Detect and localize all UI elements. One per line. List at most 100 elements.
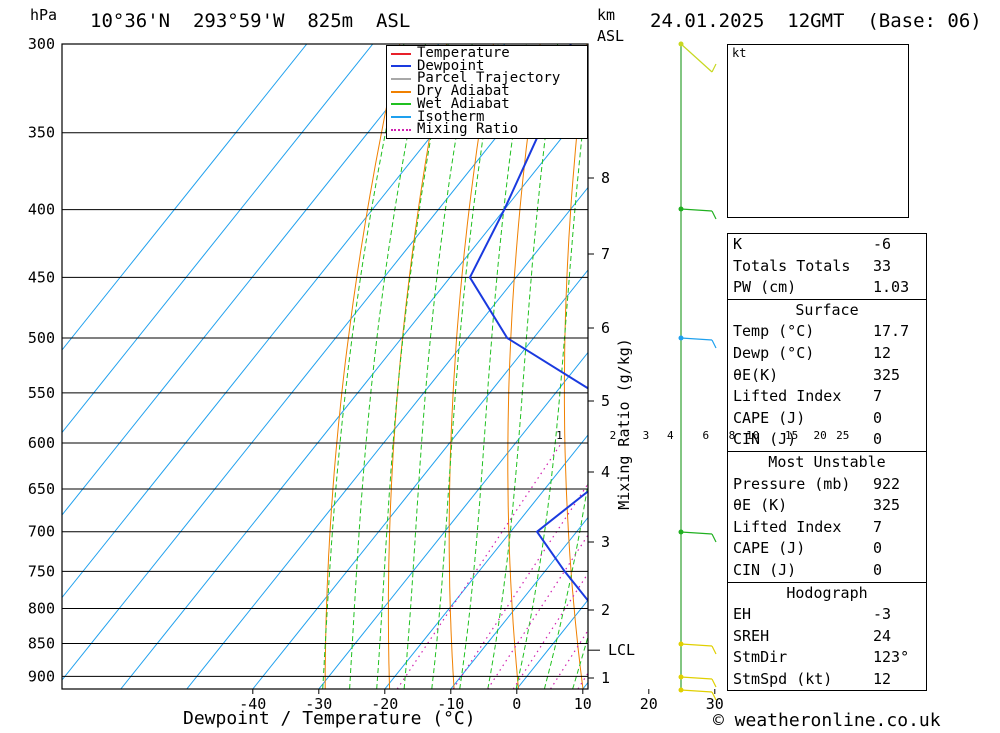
pressure-tick-label: 400 [28,201,55,219]
legend-label: Dewpoint [417,57,485,74]
legend-label: Parcel Trajectory [417,70,561,87]
mu-cin-value: 0 [873,560,883,579]
stmspd-label: StmSpd (kt) [733,669,833,688]
dry-adiabat-line [915,44,1000,689]
surface-dewp-value: 12 [873,343,892,362]
pressure-tick-label: 500 [28,329,55,347]
wet-adiabat-line [487,44,559,689]
pressure-tick-label: 300 [28,35,55,53]
surface-dewp-label: Dewp (°C) [733,343,815,362]
surface-cape-value: 0 [873,408,883,427]
mixing-ratio-line [396,442,562,689]
stmdir-label: StmDir [733,648,788,667]
wind-barb [680,337,713,341]
isotherm-line [62,44,506,599]
legend-label: Wet Adiabat [417,95,510,112]
mixing-ratio-label: 15 [785,429,798,442]
eh-label: EH [733,605,752,624]
pressure-tick-label: 450 [28,268,55,286]
surface-title: Surface [795,300,859,319]
mu-cin-label: CIN (J) [733,560,797,579]
surface-thetae-label: θE(K) [733,365,779,384]
legend-swatch [391,77,411,80]
pw-value: 1.03 [873,278,910,297]
mu-pressure-value: 922 [873,474,901,493]
pressure-tick-label: 550 [28,384,55,402]
legend-swatch [391,128,411,131]
km-tick-label: 3 [601,533,610,551]
isotherm-line [384,434,588,689]
legend-label: Temperature [417,45,510,61]
mixing-ratio-axis-label: Mixing Ratio (g/kg) [615,338,633,510]
legend-item: Isotherm [391,108,485,125]
legend-item: Mixing Ratio [391,122,518,136]
legend-item: Wet Adiabat [391,95,510,112]
km-tick-label: 1 [601,669,610,687]
mu-thetae-label: θE (K) [733,496,788,515]
temp-tick-label: 0 [512,695,521,713]
x-axis-label: Dewpoint / Temperature (°C) [183,708,476,729]
legend-swatch [391,52,411,55]
km-tick-label: 6 [601,319,610,337]
dry-adiabat-line [672,44,712,689]
mu-li-label: Lifted Index [733,517,842,536]
pressure-tick-label: 750 [28,562,55,580]
mu-thetae-value: 325 [873,496,901,515]
hodograph-table-section: Hodograph EH -3 SREH 24 StmDir 123° StmSpd … [727,582,927,692]
mixing-ratio-label: 4 [667,429,674,442]
dry-adiabat-line [563,44,588,689]
k-index-value: -6 [873,235,892,253]
legend-label: Isotherm [417,108,485,125]
isotherm-line [120,104,588,689]
isotherm-line [318,351,588,689]
legend-item: Dry Adiabat [391,83,510,100]
mixing-ratio-label: 3 [643,429,650,442]
wind-barb [680,689,713,693]
wind-barb [680,43,713,73]
surface-cin-value: 0 [873,430,883,449]
km-tick-label: 7 [601,245,610,263]
temp-tick-label: -30 [305,695,332,713]
km-tick-label: 4 [601,463,610,481]
dewpoint-line [468,44,588,603]
pressure-tick-label: 700 [28,523,55,541]
wet-adiabat-line [376,44,449,689]
copyright-text[interactable]: © weatheronline.co.uk [713,710,941,731]
stmdir-value: 123° [873,648,910,667]
isotherm-line [62,44,572,681]
km-tick-label: 8 [601,169,610,187]
km-tick-label: 5 [601,392,610,410]
plot-frame [61,43,589,690]
wind-barb-flag [711,533,717,543]
isotherm-line [450,516,588,689]
temp-tick-label: -10 [437,695,464,713]
wind-barb-flag [711,691,717,701]
mu-pressure-label: Pressure (mb) [733,474,851,493]
hodograph-table-title: Hodograph [786,583,868,602]
legend-swatch [391,116,411,118]
k-index-label: K [733,235,743,253]
legend-label: Dry Adiabat [417,83,510,100]
temp-tick-label: -20 [371,695,398,713]
legend-item: Dewpoint [391,57,485,74]
mu-li-value: 7 [873,517,883,536]
most-unstable-section: Most Unstable Pressure (mb) 922 θE (K) 325… [727,451,927,583]
km-tick-label: 2 [601,601,610,619]
km-label: km [597,6,616,24]
mu-cape-label: CAPE (J) [733,539,806,558]
indices-section: K -6 Totals Totals 33 PW (cm) 1.03 [727,233,927,300]
pressure-tick-label: 900 [28,667,55,685]
surface-li-value: 7 [873,387,883,406]
isotherm-line [186,186,588,689]
pressure-tick-label: 350 [28,124,55,142]
sreh-value: 24 [873,626,892,645]
stability-tables: K -6 Totals Totals 33 PW (cm) 1.03 Surface … [727,233,927,692]
pressure-tick-label: 850 [28,634,55,652]
temp-tick-label: 30 [706,695,724,713]
wind-barb [680,676,713,680]
mixing-ratio-line [452,482,588,689]
temp-tick-label: 10 [574,695,592,713]
isotherm-line [62,44,440,516]
dry-adiabat-line [387,44,448,689]
dry-adiabat-line [324,44,401,689]
